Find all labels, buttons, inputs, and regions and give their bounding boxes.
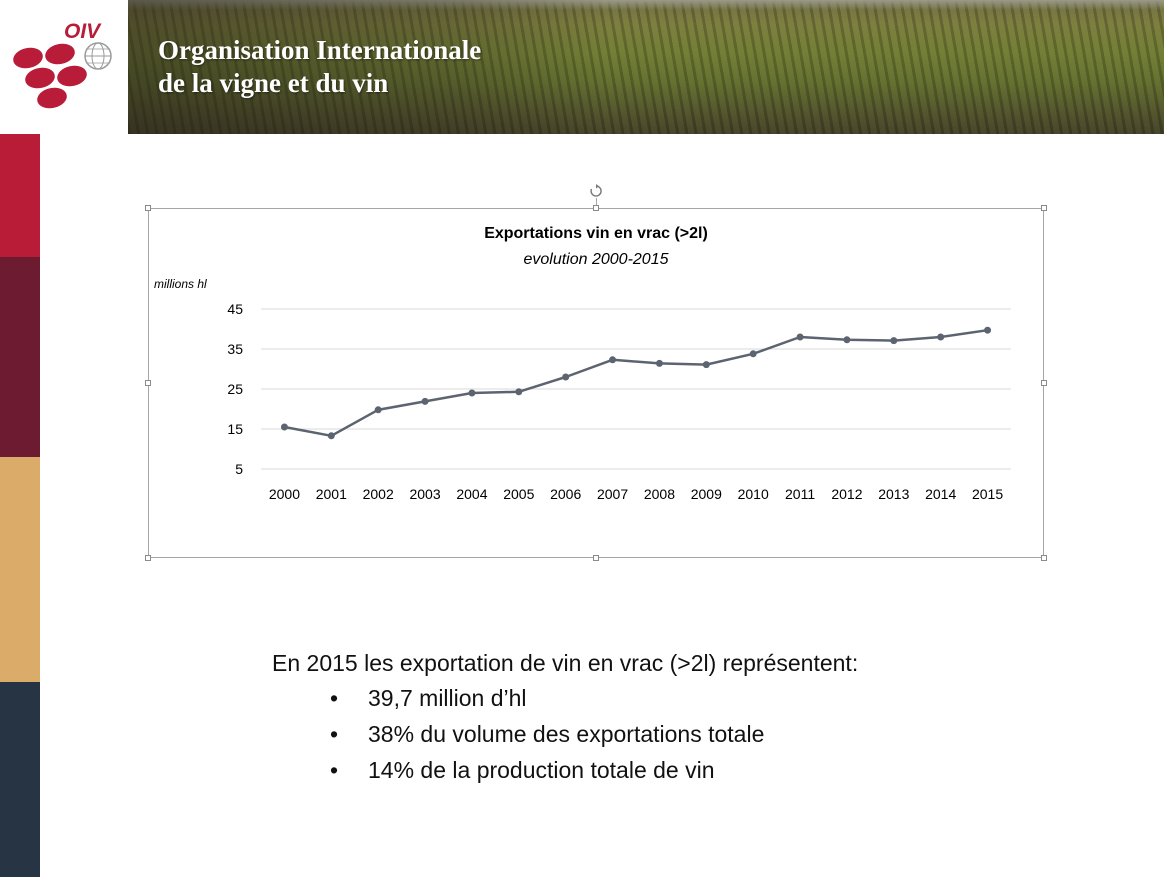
data-point — [515, 388, 523, 396]
bullet-icon: • — [330, 685, 339, 711]
oiv-logo: OIV — [0, 0, 128, 134]
x-tick-label: 2004 — [456, 486, 487, 502]
summary-lead: En 2015 les exportation de vin en vrac (… — [272, 650, 859, 676]
data-point — [702, 361, 710, 369]
data-point — [421, 397, 429, 405]
resize-handle-tr[interactable] — [1041, 205, 1047, 211]
rotate-handle-icon[interactable] — [589, 184, 603, 198]
x-tick-label: 2005 — [503, 486, 534, 502]
data-point — [749, 350, 757, 358]
x-tick-label: 2015 — [972, 486, 1003, 502]
x-tick-label: 2014 — [925, 486, 956, 502]
strip-red — [0, 134, 40, 257]
organisation-title: Organisation Internationale de la vigne … — [158, 34, 481, 100]
data-point — [890, 337, 898, 345]
x-tick-label: 2000 — [269, 486, 300, 502]
y-tick-label: 15 — [227, 421, 243, 437]
strip-navy — [0, 682, 40, 877]
data-point — [984, 326, 992, 334]
chart-frame[interactable]: Exportations vin en vrac (>2l) evolution… — [148, 208, 1044, 558]
series-line — [284, 328, 988, 438]
data-point — [609, 356, 617, 364]
x-tick-label: 2003 — [409, 486, 440, 502]
title-line-1: Organisation Internationale — [158, 35, 482, 65]
bullet-item: • 38% du volume des exportations totale — [330, 721, 765, 747]
line-chart: 5 15 25 35 45 2000 2001 2002 2003 2004 2005 2006 200… — [227, 301, 1011, 502]
x-tick-label: 2012 — [831, 486, 862, 502]
y-axis-unit-label: millions hl — [154, 277, 207, 291]
resize-handle-mr[interactable] — [1041, 380, 1047, 386]
data-point — [468, 389, 476, 397]
summary-block: En 2015 les exportation de vin en vrac (… — [272, 650, 858, 791]
data-point — [937, 333, 945, 341]
bullet-item: • 39,7 million d’hl — [330, 685, 527, 711]
strip-gold — [0, 457, 40, 682]
data-point — [843, 336, 851, 344]
resize-handle-bl[interactable] — [145, 555, 151, 561]
data-point — [280, 423, 288, 431]
resize-handle-bm[interactable] — [593, 555, 599, 561]
chart-subtitle: evolution 2000-2015 — [523, 251, 669, 268]
title-line-2: de la vigne et du vin — [158, 68, 389, 98]
y-tick-label: 25 — [227, 381, 243, 397]
summary-bullet-list: • 39,7 million d’hl • 38% du volume des ex… — [272, 683, 858, 791]
chart-title: Exportations vin en vrac (>2l) — [484, 225, 708, 242]
resize-handle-tm[interactable] — [593, 205, 599, 211]
x-tick-label: 2010 — [738, 486, 769, 502]
x-tick-label: 2001 — [316, 486, 347, 502]
header-banner: Organisation Internationale de la vigne … — [128, 0, 1164, 134]
bullet-item: • 14% de la production totale de vin — [330, 757, 715, 783]
x-tick-label: 2008 — [644, 486, 675, 502]
x-tick-label: 2011 — [785, 486, 815, 502]
y-tick-label: 45 — [227, 301, 243, 317]
x-tick-label: 2007 — [597, 486, 628, 502]
y-tick-label: 35 — [227, 341, 243, 357]
resize-handle-br[interactable] — [1041, 555, 1047, 561]
x-tick-label: 2002 — [363, 486, 394, 502]
data-point — [374, 406, 382, 414]
resize-handle-ml[interactable] — [145, 380, 151, 386]
strip-burgundy — [0, 257, 40, 457]
bullet-icon: • — [330, 721, 339, 747]
data-point — [327, 432, 335, 440]
resize-handle-tl[interactable] — [145, 205, 151, 211]
y-tick-label: 5 — [235, 461, 243, 477]
data-point — [562, 373, 570, 381]
grape-cluster-icon — [13, 42, 112, 109]
x-tick-label: 2009 — [691, 486, 722, 502]
x-tick-label: 2006 — [550, 486, 581, 502]
logo-text: OIV — [64, 20, 101, 43]
bullet-icon: • — [330, 757, 339, 783]
x-tick-label: 2013 — [878, 486, 909, 502]
data-point — [796, 333, 804, 341]
data-point — [655, 359, 663, 367]
